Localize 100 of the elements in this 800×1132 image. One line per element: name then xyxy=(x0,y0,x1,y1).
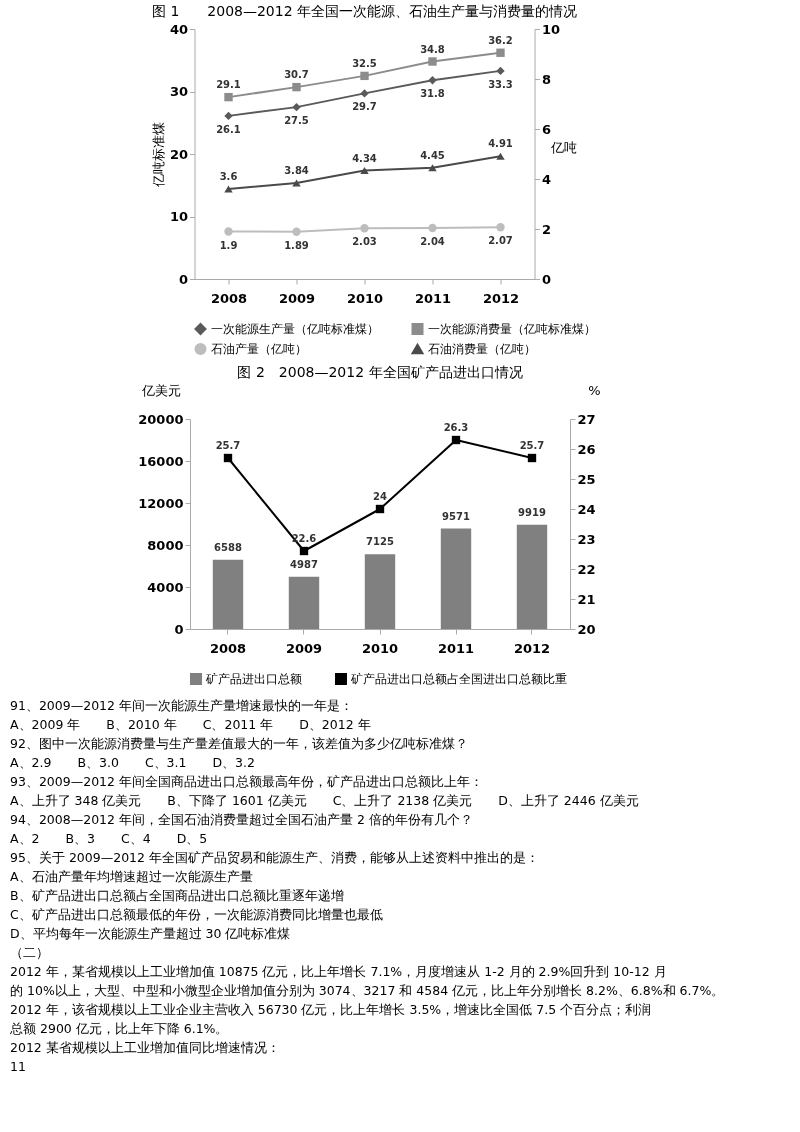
text: C、矿产品进出口总额最低的年份，一次能源消费同比增量也最低 xyxy=(10,906,383,922)
y2-tick-label: 20 xyxy=(577,621,596,637)
data-label: 2.03 xyxy=(352,236,377,248)
text: 91、2009—2012 年间一次能源生产量增速最快的一年是： xyxy=(10,697,354,713)
legend-label: 石油消费量（亿吨） xyxy=(427,342,536,356)
point xyxy=(224,92,233,102)
x-tick-label: 2010 xyxy=(361,640,399,656)
x-tick-label: 2012 xyxy=(482,290,520,306)
bar xyxy=(288,576,320,629)
point xyxy=(292,102,301,112)
x-tick-label: 2010 xyxy=(346,290,384,306)
text: A、2.9 B、3.0 C、3.1 D、3.2 xyxy=(10,754,255,770)
text: A、石油产量年均增速超过一次能源生产量 xyxy=(10,868,253,884)
y2-tick-label: 8 xyxy=(542,71,552,87)
data-label: 4.45 xyxy=(420,149,445,161)
text: A、上升了 348 亿美元 B、下降了 1601 亿美元 C、上升了 2138 亿美元 D、上升了 2446 亿美元 xyxy=(10,792,639,808)
data-label: 33.3 xyxy=(488,78,513,90)
text: 11 xyxy=(10,1058,26,1074)
y-tick-label: 8000 xyxy=(147,537,184,553)
x-tick-label: 2011 xyxy=(414,290,452,306)
y2-tick-label: 6 xyxy=(542,121,552,137)
text: 94、2008—2012 年间，全国石油消费量超过全国石油产量 2 倍的年份有几个？ xyxy=(10,811,473,827)
y-tick-label: 20 xyxy=(169,146,188,162)
y-tick-label: 0 xyxy=(178,271,188,287)
data-label: 30.7 xyxy=(284,69,309,81)
x-tick-label: 2008 xyxy=(210,290,248,306)
data-label: 29.7 xyxy=(352,101,377,113)
y2-axis-title: 亿吨 xyxy=(550,139,578,155)
text: 总额 2900 亿元，比上年下降 6.1%。 xyxy=(9,1020,229,1036)
data-label: 2.04 xyxy=(420,236,445,247)
point xyxy=(496,66,505,76)
point xyxy=(360,224,369,233)
text: 2012 某省规模以上工业增加值同比增速情况： xyxy=(10,1039,280,1055)
y-tick-label: 4000 xyxy=(147,579,184,595)
data-label: 4.91 xyxy=(488,138,513,150)
legend-label: 矿产品进出口总额占全国进出口总额比重 xyxy=(350,672,567,686)
text: B、矿产品进出口总额占全国商品进出口总额比重逐年递增 xyxy=(10,887,344,903)
data-label: 31.8 xyxy=(420,88,445,100)
data-label: 29.1 xyxy=(216,79,241,91)
y-tick-label: 40 xyxy=(169,21,188,37)
y-axis-title: 亿美元 xyxy=(140,382,181,398)
data-label: 6588 xyxy=(214,541,242,553)
x-tick-label: 2011 xyxy=(437,640,475,656)
y2-tick-label: 24 xyxy=(577,501,596,517)
legend-label: 矿产品进出口总额 xyxy=(205,672,302,686)
y2-tick-label: 0 xyxy=(542,271,552,287)
point xyxy=(428,164,437,172)
data-label: 9919 xyxy=(518,506,546,518)
chart-title: 图 2 2008—2012 年全国矿产品进出口情况 xyxy=(237,364,523,380)
bar xyxy=(212,559,244,629)
point xyxy=(292,227,301,236)
point xyxy=(224,227,233,236)
y2-tick-label: 27 xyxy=(577,411,596,427)
data-label: 3.84 xyxy=(284,165,309,176)
y2-axis-title: % xyxy=(588,382,601,398)
y-tick-label: 12000 xyxy=(138,495,184,511)
bar xyxy=(440,528,472,629)
data-label: 25.7 xyxy=(519,440,545,451)
text: A、2009 年 B、2010 年 C、2011 年 D、2012 年 xyxy=(10,716,371,732)
y-tick-label: 0 xyxy=(174,621,184,637)
y-tick-label: 20000 xyxy=(138,411,184,427)
text: D、平均每年一次能源生产量超过 30 亿吨标准煤 xyxy=(10,925,291,941)
point xyxy=(496,152,505,160)
point xyxy=(496,223,505,232)
y-tick-label: 16000 xyxy=(138,453,184,469)
y2-tick-label: 21 xyxy=(577,591,596,607)
point xyxy=(428,223,437,233)
y2-tick-label: 22 xyxy=(577,561,596,577)
data-label: 7125 xyxy=(366,536,394,548)
data-label: 9571 xyxy=(442,510,470,522)
point xyxy=(223,453,233,463)
data-label: 2.07 xyxy=(488,235,513,247)
point xyxy=(360,89,369,98)
y2-tick-label: 4 xyxy=(542,171,552,187)
y2-tick-label: 2 xyxy=(542,221,552,237)
point xyxy=(451,435,461,445)
y2-tick-label: 23 xyxy=(577,531,596,547)
y2-tick-label: 25 xyxy=(577,471,596,487)
bar xyxy=(516,524,548,629)
data-label: 32.5 xyxy=(352,57,377,69)
point xyxy=(527,453,537,463)
data-label: 26.3 xyxy=(443,422,469,433)
x-tick-label: 2009 xyxy=(278,290,316,306)
text: 的 10%以上，大型、中型和小微型企业增加值分别为 3074、3217 和 4584 亿元，比上年分别增长 8.2%、6.8%和 6.7%。 xyxy=(10,982,725,998)
point xyxy=(375,504,385,514)
data-label: 3.6 xyxy=(219,171,238,182)
point xyxy=(292,82,301,92)
data-label: 26.1 xyxy=(216,123,241,135)
data-label: 25.7 xyxy=(215,440,241,451)
text: A、2 B、3 C、4 D、5 xyxy=(10,830,208,846)
point xyxy=(496,48,505,57)
x-tick-label: 2008 xyxy=(209,640,247,656)
text: （二） xyxy=(10,944,49,960)
point xyxy=(428,57,437,66)
legend-label: 石油产量（亿吨） xyxy=(210,342,307,356)
data-label: 36.2 xyxy=(488,34,513,46)
y-tick-label: 10 xyxy=(169,209,188,224)
data-label: 1.89 xyxy=(284,239,309,251)
data-label: 24 xyxy=(373,491,387,502)
point xyxy=(224,111,233,121)
